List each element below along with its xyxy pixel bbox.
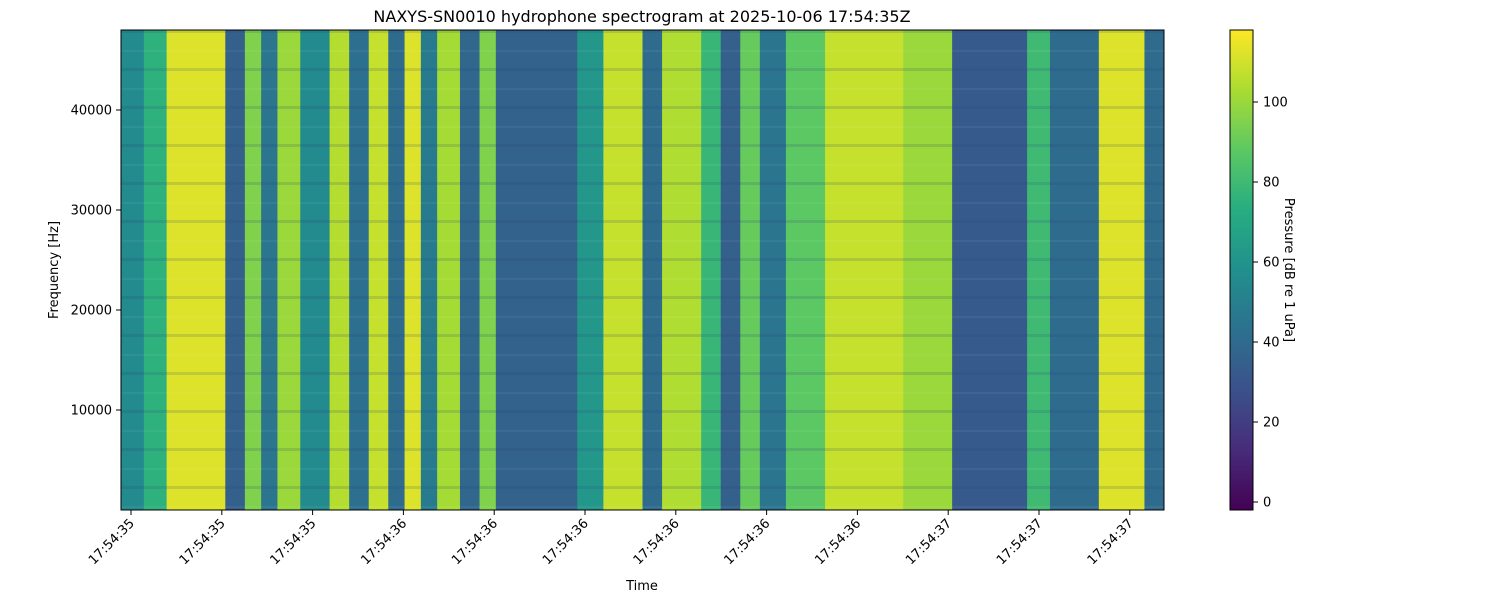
x-tick-label: 17:54:37 — [1085, 516, 1137, 568]
y-axis: 10000 20000 30000 40000 — [71, 104, 121, 419]
y-tick-label: 10000 — [71, 404, 112, 419]
plot-frame — [120, 29, 1165, 511]
x-tick-label: 17:54:36 — [540, 516, 592, 568]
x-tick-label: 17:54:36 — [812, 516, 864, 568]
y-tick-label: 30000 — [71, 204, 112, 219]
x-tick-label: 17:54:36 — [358, 516, 410, 568]
colorbar-tick-label: 20 — [1263, 416, 1280, 431]
colorbar-tick-label: 0 — [1263, 496, 1271, 511]
y-tick-label: 20000 — [71, 304, 112, 319]
x-tick-label: 17:54:36 — [449, 516, 501, 568]
colorbar-axis: 0 20 40 60 80 100 — [1253, 96, 1288, 511]
x-axis-label: Time — [625, 579, 658, 594]
x-tick-label: 17:54:35 — [86, 516, 138, 568]
x-tick-label: 17:54:37 — [994, 516, 1046, 568]
colorbar-label: Pressure [dB re 1 uPa] — [1281, 198, 1296, 342]
x-tick-label: 17:54:36 — [722, 516, 774, 568]
x-tick-label: 17:54:37 — [903, 516, 955, 568]
y-axis-label: Frequency [Hz] — [47, 221, 62, 319]
chart-title: NAXYS-SN0010 hydrophone spectrogram at 2… — [373, 7, 910, 26]
colorbar-tick-label: 80 — [1263, 176, 1280, 191]
x-tick-label: 17:54:35 — [268, 516, 320, 568]
x-tick-label: 17:54:36 — [631, 516, 683, 568]
x-tick-label: 17:54:35 — [177, 516, 229, 568]
x-axis: 17:54:35 17:54:35 17:54:35 17:54:36 17:54:36… — [86, 510, 1137, 568]
colorbar-tick-label: 60 — [1263, 256, 1280, 271]
frequency-banding — [121, 30, 1164, 510]
colorbar-tick-label: 100 — [1263, 96, 1288, 111]
colorbar-tick-label: 40 — [1263, 336, 1280, 351]
y-tick-label: 40000 — [71, 104, 112, 119]
colorbar — [1229, 29, 1254, 511]
